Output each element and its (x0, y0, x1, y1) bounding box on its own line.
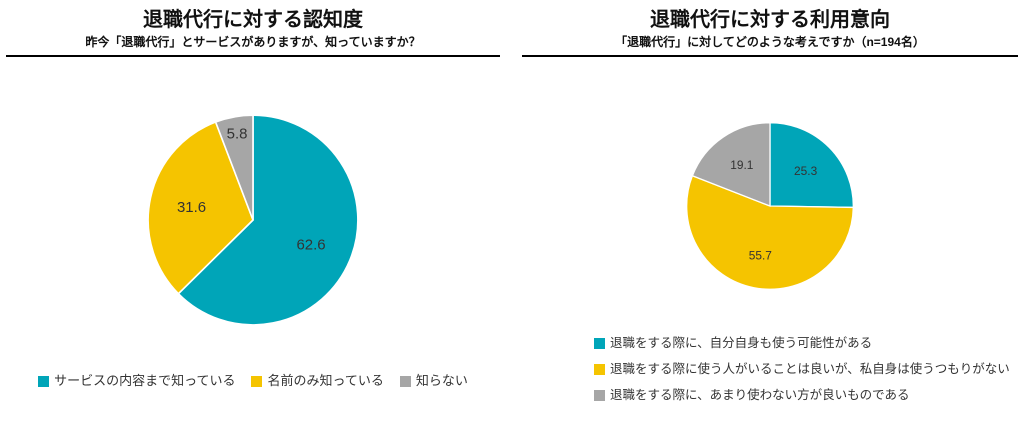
legend-item: 知らない (399, 373, 468, 389)
legend-swatch-icon (251, 375, 263, 387)
pie-data-label: 25.3 (794, 164, 818, 178)
intent-pie-chart: 25.3 55.7 19.1 (685, 121, 855, 291)
pie-data-label: 19.1 (730, 158, 754, 172)
legend-label: 退職をする際に、あまり使わない方が良いものである (610, 388, 910, 402)
legend-label: 退職をする際に使う人がいることは良いが、私自身は使うつもりがない (610, 362, 1010, 376)
pie-slice (686, 174, 854, 290)
chart-title: 退職代行に対する認知度 (143, 9, 363, 31)
legend-swatch-icon (594, 337, 605, 349)
pie-slice (177, 114, 359, 326)
awareness-chart-panel: 退職代行に対する認知度 昨今「退職代行」とサービスがありますが、知っていますか？… (6, 8, 500, 389)
legend-item: 退職をする際に、あまり使わない方が良いものである (594, 387, 910, 403)
legend-item: サービスの内容まで知っている (38, 373, 235, 389)
legend-label: 名前のみ知っている (267, 373, 384, 388)
chart-subtitle: 昨今「退職代行」とサービスがありますが、知っていますか？ (85, 35, 421, 49)
legend-item: 退職をする際に、自分自身も使う可能性がある (594, 335, 872, 351)
pie-data-label: 62.6 (296, 237, 325, 254)
chart-title: 退職代行に対する利用意向 (650, 9, 890, 31)
title-underline (522, 55, 1018, 57)
pie-slice (691, 122, 771, 207)
legend-swatch-icon (38, 375, 50, 387)
legend-swatch-icon (399, 375, 411, 387)
legend-label: 知らない (415, 373, 468, 388)
pie-slice (214, 114, 254, 221)
pie-slice (769, 122, 854, 209)
legend-swatch-icon (594, 389, 605, 401)
pie-svg: 62.6 31.6 5.8 (147, 114, 359, 326)
pie-slice (147, 120, 254, 295)
legend-swatch-icon (594, 363, 605, 375)
intent-legend: 退職をする際に、自分自身も使う可能性がある退職をする際に使う人がいることは良いが… (522, 335, 1018, 403)
pie-svg: 25.3 55.7 19.1 (686, 122, 854, 290)
legend-label: 退職をする際に、自分自身も使う可能性がある (610, 336, 873, 350)
pie-data-label: 5.8 (227, 126, 248, 143)
chart-subtitle: 「退職代行」に対してどのような考えですか（n=194名） (615, 35, 925, 49)
intent-chart-panel: 退職代行に対する利用意向 「退職代行」に対してどのような考えですか（n=194名… (522, 8, 1018, 403)
title-underline (6, 55, 500, 57)
legend-item: 退職をする際に使う人がいることは良いが、私自身は使うつもりがない (594, 361, 1010, 377)
legend-label: サービスの内容まで知っている (54, 373, 236, 388)
legend-item: 名前のみ知っている (251, 373, 384, 389)
pie-data-label: 55.7 (749, 248, 773, 262)
pie-data-label: 31.6 (177, 199, 206, 216)
awareness-pie-chart: 62.6 31.6 5.8 (146, 113, 360, 327)
awareness-legend: サービスの内容まで知っている 名前のみ知っている 知らない (6, 373, 500, 389)
